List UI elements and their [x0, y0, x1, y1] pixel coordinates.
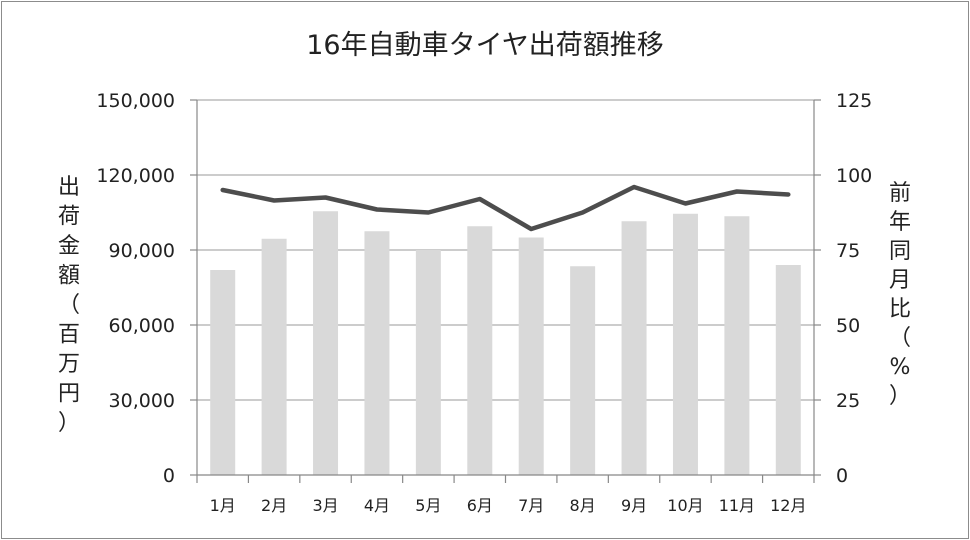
right-tick-label: 0 — [836, 465, 848, 487]
bar — [672, 213, 698, 475]
left-axis-ticks: 0 30,000 60,000 90,000 120,000 150,000 — [96, 90, 175, 487]
left-tick-label: 90,000 — [109, 240, 175, 262]
x-tick-label: 8月 — [570, 496, 596, 515]
gridlines — [197, 99, 814, 401]
x-tick-label: 9月 — [621, 496, 647, 515]
axes — [190, 99, 821, 483]
x-tick-label: 6月 — [467, 496, 493, 515]
bar — [570, 266, 596, 475]
x-tick-label: 2月 — [261, 496, 287, 515]
bar — [518, 237, 544, 475]
left-tick-label: 150,000 — [96, 90, 175, 112]
line-series — [220, 184, 791, 232]
bar — [621, 221, 647, 475]
bar — [724, 216, 750, 475]
bar — [261, 238, 287, 475]
x-tick-label: 12月 — [770, 496, 806, 515]
left-tick-label: 60,000 — [109, 315, 175, 337]
x-tick-label: 1月 — [210, 496, 236, 515]
bar — [415, 250, 441, 475]
left-axis-label: 出荷金額（百万円） — [58, 175, 80, 436]
right-tick-label: 25 — [836, 390, 860, 412]
left-tick-label: 30,000 — [109, 390, 175, 412]
right-tick-label: 75 — [836, 240, 860, 262]
x-tick-label: 5月 — [415, 496, 441, 515]
bar — [210, 270, 236, 475]
left-tick-label: 120,000 — [96, 165, 175, 187]
line-path — [220, 184, 791, 232]
left-tick-label: 0 — [163, 465, 175, 487]
right-axis-label: 前年同月比（%） — [889, 181, 911, 409]
x-tick-label: 3月 — [312, 496, 338, 515]
right-tick-label: 100 — [836, 165, 872, 187]
x-tick-label: 4月 — [364, 496, 390, 515]
bar — [313, 211, 339, 475]
bar — [467, 226, 493, 475]
left-axis-title: 出荷金額（百万円） — [58, 175, 80, 436]
right-axis-ticks: 0 25 50 75 100 125 — [836, 90, 872, 487]
right-tick-label: 125 — [836, 90, 872, 112]
right-axis-title: 前年同月比（%） — [889, 181, 911, 409]
x-tick-label: 7月 — [518, 496, 544, 515]
bar — [364, 231, 390, 475]
x-axis-ticks: 1月 2月 3月 4月 5月 6月 7月 8月 9月 10月 11月 12月 — [210, 496, 807, 515]
bar — [775, 265, 801, 475]
x-tick-label: 10月 — [667, 496, 703, 515]
chart-title: 16年自動車タイヤ出荷額推移 — [306, 30, 664, 61]
right-tick-label: 50 — [836, 315, 860, 337]
x-tick-label: 11月 — [719, 496, 755, 515]
bar-series — [210, 211, 801, 475]
